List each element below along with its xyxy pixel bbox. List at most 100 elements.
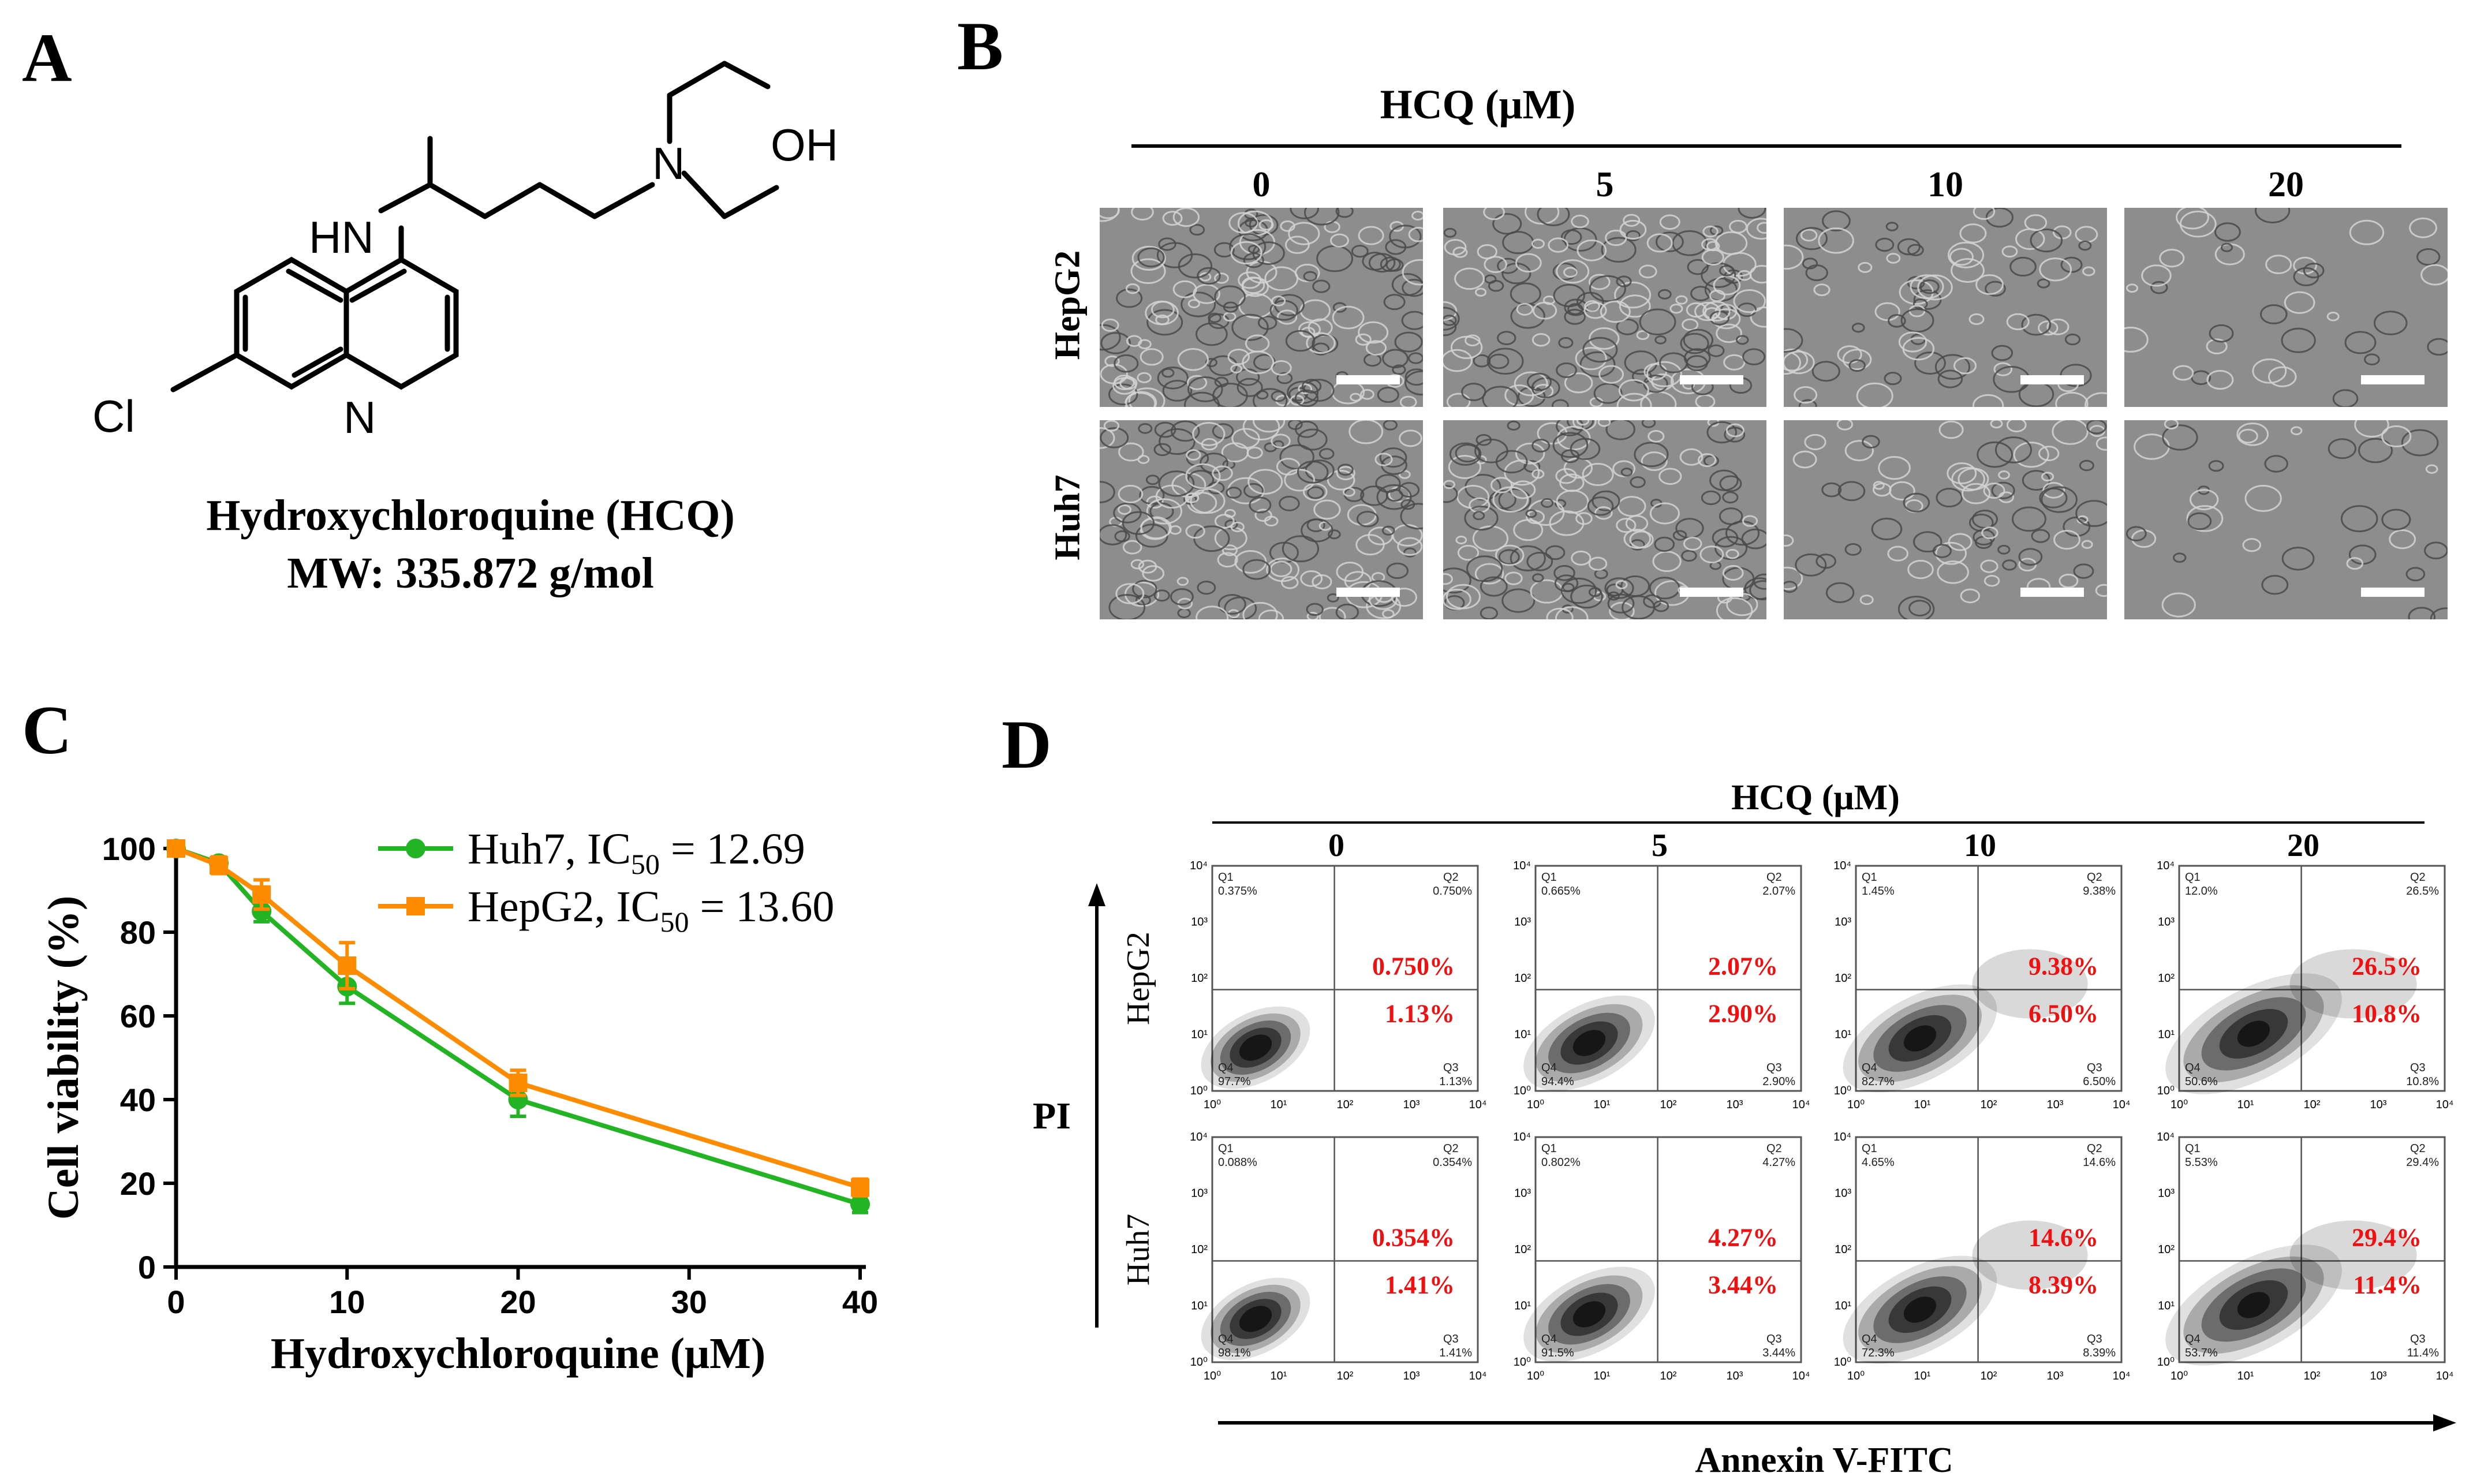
x-log-tick: 10⁰ xyxy=(1847,1370,1865,1382)
panel-b-dose-5: 5 xyxy=(1596,165,1614,204)
q3-label: Q3 xyxy=(1443,1061,1459,1074)
y-log-tick: 10⁰ xyxy=(1514,1356,1531,1369)
atom-hn: HN xyxy=(309,212,374,263)
q2-label: Q2 xyxy=(1443,871,1459,884)
x-log-tick: 10² xyxy=(2304,1370,2321,1382)
q3-highlight: 1.41% xyxy=(1385,1271,1455,1299)
q2-label: Q2 xyxy=(2410,871,2426,884)
x-axis-label: Hydroxychloroquine (μM) xyxy=(271,1329,765,1378)
q1-value: 12.0% xyxy=(2185,885,2218,898)
panel-d-title: HCQ (μM) xyxy=(1731,778,1900,817)
y-log-tick: 10⁴ xyxy=(2157,1131,2175,1143)
q2-value: 4.27% xyxy=(1762,1156,1795,1169)
y-log-tick: 10⁰ xyxy=(1190,1085,1208,1097)
legend-label: HepG2, IC50 = 13.60 xyxy=(468,883,834,938)
x-log-tick: 10³ xyxy=(1403,1098,1420,1111)
x-log-tick: 10⁰ xyxy=(1527,1370,1544,1382)
x-log-tick: 10⁰ xyxy=(2171,1370,2188,1382)
y-log-tick: 10⁴ xyxy=(1513,1131,1531,1143)
q1-label: Q1 xyxy=(1541,871,1557,884)
y-log-tick: 10² xyxy=(1835,972,1851,985)
q3-value: 3.44% xyxy=(1762,1347,1795,1359)
legend-entry: HepG2, IC50 = 13.60 xyxy=(378,883,834,938)
pi-axis-arrowhead xyxy=(1088,883,1105,906)
q3-value: 6.50% xyxy=(2083,1075,2116,1088)
x-log-tick: 10⁴ xyxy=(1469,1098,1487,1111)
facs-plot-huh7-10: Q14.65%Q214.6%Q472.3%Q38.39%14.6%8.39%10… xyxy=(1833,1131,2131,1382)
y-log-tick: 10⁴ xyxy=(1833,859,1851,872)
q4-label: Q4 xyxy=(1218,1061,1234,1074)
x-log-tick: 10⁴ xyxy=(1792,1098,1810,1111)
x-log-tick: 10¹ xyxy=(1271,1098,1287,1111)
q1-value: 0.665% xyxy=(1541,885,1581,898)
atom-oh: OH xyxy=(771,119,838,170)
q3-highlight: 11.4% xyxy=(2353,1271,2422,1299)
x-tick-label-0: 0 xyxy=(167,1284,185,1320)
viability-axes: 0 20 40 60 80 100 0 10 20 30 40 Hydroxychloroquine … xyxy=(39,831,878,1378)
y-log-tick: 10⁰ xyxy=(1834,1356,1851,1369)
q2-label: Q2 xyxy=(2087,871,2102,884)
q2-label: Q2 xyxy=(2087,1142,2102,1155)
x-log-tick: 10² xyxy=(1660,1098,1677,1111)
facs-plot-hepg2-0: Q10.375%Q20.750%Q497.7%Q31.13%0.750%1.13… xyxy=(1190,859,1487,1111)
panel-d-dose-10: 10 xyxy=(1964,828,1996,864)
x-log-tick: 10¹ xyxy=(2237,1370,2254,1382)
legend-entry: Huh7, IC50 = 12.69 xyxy=(378,825,805,880)
q1-value: 1.45% xyxy=(1862,885,1895,898)
facs-plot-huh7-20: Q15.53%Q229.4%Q453.7%Q311.4%29.4%11.4%10… xyxy=(2157,1131,2453,1382)
facs-plot-huh7-0: Q10.088%Q20.354%Q498.1%Q31.41%0.354%1.41… xyxy=(1190,1131,1486,1382)
y-tick-label-100: 100 xyxy=(102,831,156,867)
y-log-tick: 10¹ xyxy=(2158,1029,2175,1041)
atom-cl: Cl xyxy=(92,391,135,442)
facs-plot-hepg2-10: Q11.45%Q29.38%Q482.7%Q36.50%9.38%6.50%10… xyxy=(1833,859,2130,1111)
q3-value: 8.39% xyxy=(2083,1347,2116,1359)
compound-mw: MW: 335.872 g/mol xyxy=(287,549,654,597)
x-log-tick: 10⁰ xyxy=(1527,1098,1544,1111)
panel-letter-a: A xyxy=(22,19,72,96)
micrograph-hepg2-0 xyxy=(1100,208,1423,407)
facs-plot-hepg2-5: Q10.665%Q22.07%Q494.4%Q32.90%2.07%2.90%1… xyxy=(1513,859,1810,1111)
q2-value: 14.6% xyxy=(2083,1156,2116,1169)
q4-value: 91.5% xyxy=(1541,1347,1574,1359)
q1-value: 0.802% xyxy=(1541,1156,1581,1169)
q3-highlight: 1.13% xyxy=(1385,1000,1455,1028)
q4-label: Q4 xyxy=(1862,1333,1877,1345)
micrograph-huh7-10 xyxy=(1784,420,2107,619)
q2-value: 0.750% xyxy=(1433,885,1472,898)
panel-letter-b: B xyxy=(957,8,1004,84)
x-log-tick: 10⁴ xyxy=(2113,1370,2131,1382)
q2-label: Q2 xyxy=(2410,1142,2426,1155)
y-log-tick: 10² xyxy=(1514,1243,1531,1256)
q1-value: 0.375% xyxy=(1218,885,1257,898)
q1-label: Q1 xyxy=(1218,871,1234,884)
q4-value: 94.4% xyxy=(1541,1075,1574,1088)
x-log-tick: 10² xyxy=(2304,1098,2321,1111)
q2-value: 9.38% xyxy=(2083,885,2116,898)
atom-n-ring: N xyxy=(343,392,376,443)
y-log-tick: 10¹ xyxy=(1191,1300,1208,1313)
y-log-tick: 10⁴ xyxy=(1190,1131,1208,1143)
q4-label: Q4 xyxy=(1862,1061,1877,1074)
y-log-tick: 10² xyxy=(2158,1243,2175,1256)
atom-n-amine: N xyxy=(652,138,685,189)
x-log-tick: 10¹ xyxy=(1914,1370,1931,1382)
x-log-tick: 10¹ xyxy=(1594,1370,1611,1382)
panel-letter-d: D xyxy=(1002,706,1052,783)
y-log-tick: 10³ xyxy=(1835,916,1851,929)
micrograph-hepg2-10 xyxy=(1784,208,2107,407)
x-log-tick: 10² xyxy=(1981,1098,1997,1111)
panel-b-dose-10: 10 xyxy=(1927,165,1963,204)
x-log-tick: 10² xyxy=(1660,1370,1677,1382)
q2-highlight: 0.750% xyxy=(1372,952,1455,981)
y-log-tick: 10⁰ xyxy=(2157,1085,2175,1097)
q3-value: 1.41% xyxy=(1439,1347,1472,1359)
q3-label: Q3 xyxy=(1443,1333,1459,1345)
y-log-tick: 10⁰ xyxy=(1514,1085,1531,1097)
panel-d-row-label-hepg2: HepG2 xyxy=(1120,932,1156,1025)
x-log-tick: 10¹ xyxy=(1271,1370,1287,1382)
panel-d-row-label-huh7: Huh7 xyxy=(1120,1214,1156,1285)
q3-label: Q3 xyxy=(2410,1061,2426,1074)
y-log-tick: 10² xyxy=(2158,972,2175,985)
x-log-tick: 10² xyxy=(1337,1370,1354,1382)
annexin-axis-arrowhead xyxy=(2433,1414,2456,1431)
